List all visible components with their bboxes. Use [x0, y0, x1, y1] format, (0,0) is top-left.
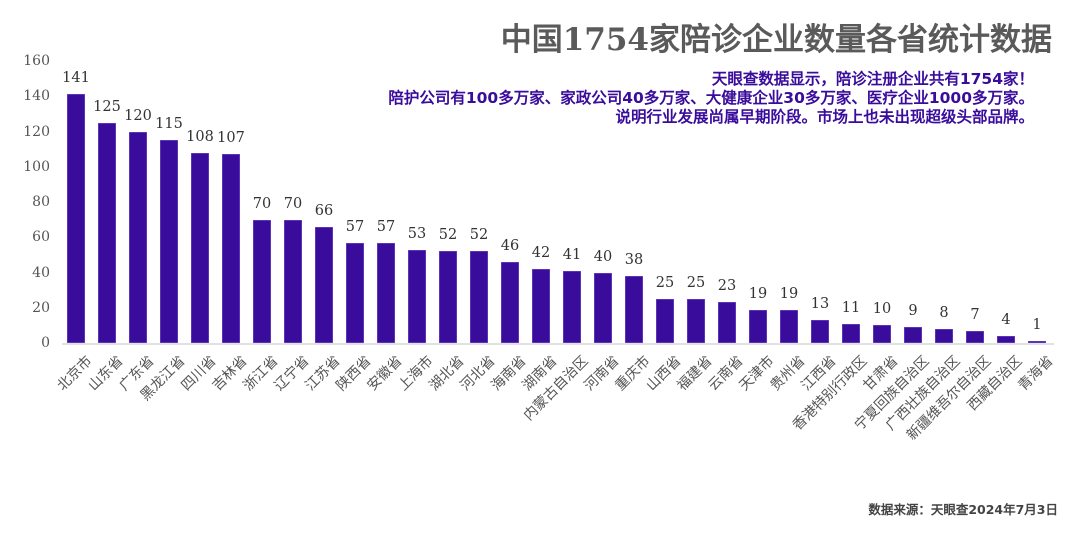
- data-source: 数据来源：天眼查2024年7月3日: [868, 502, 1058, 517]
- bar-value-label: 66: [314, 202, 334, 219]
- bar: [687, 298, 705, 343]
- bar: [594, 272, 612, 343]
- bar: [67, 94, 85, 343]
- bar-value-label: 19: [748, 285, 768, 302]
- bar: [532, 268, 550, 343]
- bar-value-label: 8: [939, 304, 949, 321]
- bar: [780, 309, 798, 343]
- bar: [501, 261, 519, 343]
- bar-value-label: 40: [593, 248, 613, 265]
- bar-value-label: 19: [779, 285, 799, 302]
- bar: [563, 270, 581, 343]
- bar: [966, 330, 984, 343]
- bar: [284, 219, 302, 343]
- bar: [656, 298, 674, 343]
- note-line-2: 陪护公司有100多万家、家政公司40多万家、大健康企业30多万家、医疗企业100…: [388, 89, 1034, 107]
- bar-value-label: 13: [810, 296, 830, 313]
- bar: [873, 325, 891, 343]
- bar-value-label: 53: [407, 225, 427, 242]
- bar-value-label: 70: [283, 195, 303, 212]
- bar-value-label: 38: [624, 252, 644, 269]
- bar: [377, 242, 395, 343]
- bar-value-label: 9: [908, 303, 918, 320]
- bar: [315, 226, 333, 343]
- y-tick-label: 100: [23, 158, 50, 175]
- bar: [160, 140, 178, 343]
- bar-value-label: 52: [438, 227, 458, 244]
- bar-value-label: 52: [469, 227, 489, 244]
- note-line-3: 说明行业发展尚属早期阶段。市场上也未出现超级头部品牌。: [615, 108, 1034, 126]
- bar: [842, 323, 860, 343]
- bar-value-label: 23: [717, 278, 737, 295]
- chart-title: 中国1754家陪诊企业数量各省统计数据: [500, 22, 1052, 58]
- bar: [191, 152, 209, 343]
- x-axis-baseline: [62, 343, 1054, 345]
- note-line-1: 天眼查数据显示，陪诊注册企业共有1754家！: [711, 70, 1034, 88]
- bar: [1028, 341, 1046, 343]
- x-tick-label: 青海省: [1015, 353, 1057, 395]
- bar-value-label: 46: [500, 237, 520, 254]
- bar-value-label: 57: [345, 218, 365, 235]
- bar-value-label: 57: [376, 218, 396, 235]
- bar-value-label: 125: [93, 98, 121, 115]
- y-tick-label: 40: [32, 264, 50, 281]
- bar: [408, 249, 426, 343]
- y-tick-label: 60: [32, 229, 50, 246]
- bar-value-label: 11: [841, 299, 861, 316]
- bar: [749, 309, 767, 343]
- bar: [98, 122, 116, 343]
- bar: [439, 251, 457, 343]
- bar-value-label: 25: [686, 274, 706, 291]
- bar-value-label: 108: [186, 128, 214, 145]
- bar: [997, 335, 1015, 343]
- bar-value-label: 25: [655, 274, 675, 291]
- bar: [811, 320, 829, 343]
- bar: [718, 302, 736, 343]
- y-tick-label: 160: [23, 53, 50, 69]
- bar: [625, 276, 643, 343]
- bar: [346, 242, 364, 343]
- bar: [129, 131, 147, 343]
- bar: [470, 251, 488, 343]
- bar-value-label: 41: [562, 246, 582, 263]
- bar: [935, 328, 953, 343]
- y-tick-label: 120: [23, 123, 50, 140]
- bar-value-label: 10: [872, 301, 892, 318]
- y-tick-label: 140: [23, 88, 50, 105]
- bar-value-label: 120: [124, 107, 152, 124]
- bar-value-label: 4: [1001, 311, 1011, 328]
- bar-value-label: 107: [217, 130, 245, 147]
- y-tick-label: 0: [41, 335, 50, 351]
- bar: [904, 327, 922, 343]
- y-tick-label: 20: [32, 299, 50, 316]
- bar-value-label: 1: [1032, 317, 1042, 334]
- bar-value-label: 7: [970, 306, 980, 323]
- y-tick-label: 80: [32, 194, 50, 210]
- annotation-note: 天眼查数据显示，陪诊注册企业共有1754家！ 陪护公司有100多万家、家政公司4…: [314, 70, 1034, 127]
- bar-value-label: 42: [531, 244, 551, 261]
- bar-value-label: 141: [62, 70, 90, 87]
- bar: [253, 219, 271, 343]
- bar-value-label: 115: [155, 116, 183, 133]
- bar-value-label: 70: [252, 195, 272, 212]
- bar: [222, 154, 240, 343]
